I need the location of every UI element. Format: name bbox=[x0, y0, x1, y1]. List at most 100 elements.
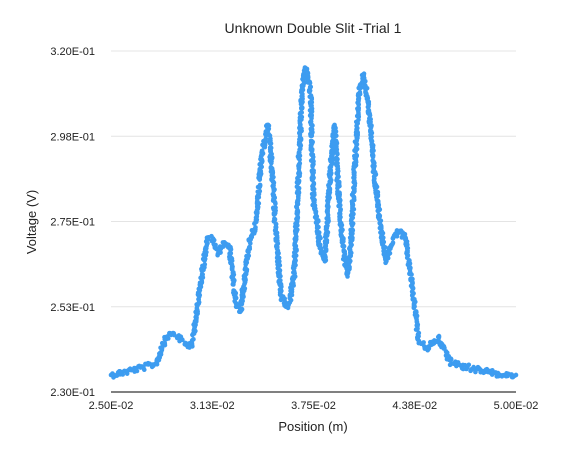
data-point bbox=[277, 282, 283, 288]
x-axis-label: Position (m) bbox=[278, 419, 347, 434]
data-point bbox=[154, 361, 160, 367]
data-layer bbox=[108, 65, 519, 380]
data-point bbox=[297, 134, 303, 139]
data-point bbox=[295, 185, 301, 190]
data-point bbox=[379, 225, 384, 231]
data-point bbox=[337, 199, 342, 205]
data-point bbox=[199, 278, 205, 284]
data-point bbox=[315, 219, 320, 225]
data-point bbox=[371, 159, 376, 164]
data-point bbox=[323, 224, 329, 230]
chart-title: Unknown Double Slit -Trial 1 bbox=[225, 20, 402, 36]
data-point bbox=[200, 256, 206, 262]
data-point bbox=[229, 266, 235, 271]
data-point bbox=[313, 215, 318, 220]
data-point bbox=[357, 89, 363, 95]
data-point bbox=[292, 256, 298, 262]
data-point bbox=[327, 165, 333, 171]
data-point bbox=[371, 167, 377, 172]
data-point bbox=[310, 152, 316, 158]
data-point bbox=[258, 166, 263, 171]
data-point bbox=[390, 240, 396, 246]
data-point bbox=[311, 170, 316, 175]
data-point bbox=[204, 246, 209, 251]
data-point bbox=[334, 150, 340, 156]
data-point bbox=[282, 296, 288, 301]
data-point bbox=[338, 206, 343, 212]
data-point bbox=[257, 183, 263, 189]
data-point bbox=[308, 158, 314, 163]
data-point bbox=[279, 288, 284, 294]
data-point bbox=[308, 122, 314, 127]
data-point bbox=[335, 193, 341, 199]
data-point bbox=[202, 262, 208, 267]
data-point bbox=[162, 341, 168, 346]
data-point bbox=[246, 245, 252, 251]
data-point bbox=[348, 250, 354, 256]
data-point bbox=[309, 96, 315, 102]
data-point bbox=[210, 237, 216, 242]
data-point bbox=[293, 226, 299, 231]
data-point bbox=[410, 296, 416, 301]
x-tick-label: 3.13E-02 bbox=[190, 400, 235, 412]
data-point bbox=[366, 104, 371, 110]
data-point bbox=[276, 255, 282, 261]
data-point bbox=[253, 225, 258, 230]
data-point bbox=[199, 268, 205, 273]
data-point bbox=[406, 265, 412, 271]
data-point bbox=[166, 336, 171, 341]
data-point bbox=[291, 269, 297, 274]
data-point bbox=[353, 159, 359, 165]
x-tick-label: 2.50E-02 bbox=[89, 400, 134, 412]
data-point bbox=[361, 71, 367, 76]
data-point bbox=[274, 246, 280, 252]
data-point bbox=[307, 89, 312, 95]
y-tick-label: 2.75E-01 bbox=[50, 217, 95, 229]
y-axis-label: Voltage (V) bbox=[24, 190, 39, 254]
data-point bbox=[368, 119, 373, 125]
data-point bbox=[324, 238, 330, 243]
data-point bbox=[254, 214, 260, 219]
data-point bbox=[354, 146, 360, 152]
data-point bbox=[298, 105, 304, 111]
data-point bbox=[205, 240, 210, 246]
data-point bbox=[334, 133, 339, 138]
data-point bbox=[351, 169, 357, 175]
data-point bbox=[301, 79, 307, 85]
data-point bbox=[369, 134, 374, 140]
data-point bbox=[341, 243, 347, 249]
data-point bbox=[300, 93, 305, 99]
data-point bbox=[348, 243, 354, 249]
data-point bbox=[326, 204, 331, 210]
data-point bbox=[259, 148, 265, 154]
data-point bbox=[310, 186, 315, 192]
x-tick-label: 4.38E-02 bbox=[392, 400, 437, 412]
data-point bbox=[228, 247, 234, 252]
data-point bbox=[270, 178, 276, 184]
data-point bbox=[412, 304, 417, 309]
data-point bbox=[273, 201, 278, 206]
data-point bbox=[308, 133, 313, 139]
data-point bbox=[335, 185, 340, 191]
data-point bbox=[276, 273, 281, 278]
data-point bbox=[351, 185, 356, 191]
data-point bbox=[271, 210, 277, 216]
data-point bbox=[356, 105, 362, 111]
data-point bbox=[193, 328, 198, 334]
data-point bbox=[242, 286, 248, 291]
data-point bbox=[338, 232, 344, 237]
data-point bbox=[512, 373, 517, 379]
y-tick-label: 2.30E-01 bbox=[50, 387, 95, 399]
data-point bbox=[356, 100, 361, 105]
data-point bbox=[278, 278, 283, 283]
data-point bbox=[297, 120, 303, 126]
data-point bbox=[464, 366, 469, 372]
x-tick-label: 5.00E-02 bbox=[494, 400, 539, 412]
data-point bbox=[271, 188, 277, 194]
data-point bbox=[309, 116, 314, 121]
data-point bbox=[347, 264, 352, 270]
data-point bbox=[246, 253, 252, 259]
data-point bbox=[192, 324, 197, 329]
data-point bbox=[382, 245, 388, 250]
